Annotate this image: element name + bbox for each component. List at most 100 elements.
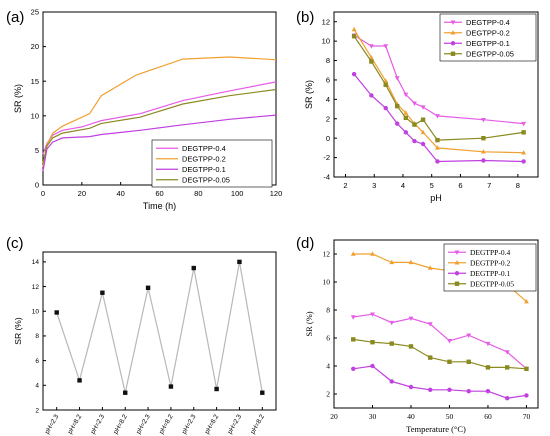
legend-label: DEGTPP-0.4 [182, 144, 226, 153]
y-tick-label: 12 [32, 284, 40, 291]
plot-frame [333, 11, 539, 178]
data-point [403, 115, 409, 120]
data-point [350, 251, 356, 256]
y-tick-label: 8 [326, 306, 330, 315]
y-tick-label: 4 [326, 362, 330, 371]
data-point [351, 34, 357, 39]
data-point [408, 259, 414, 265]
data-point [521, 130, 526, 135]
legend-label: DEGTPP-0.1 [470, 269, 510, 278]
x-tick-label: pH=8.2 [112, 413, 129, 435]
y-tick-label: -2 [323, 153, 330, 162]
data-point [435, 145, 440, 150]
x-tick-label: pH=8.2 [158, 413, 175, 435]
y-axis-label: SR (%) [13, 84, 23, 113]
y-axis-label: SR (%) [13, 317, 23, 345]
data-point [100, 290, 105, 295]
plot-frame [333, 239, 539, 409]
series-line [42, 114, 277, 172]
chart-d: 2 4 6 8 10 12 20 30 40 50 60 70 Temperature (°C) SR (… [304, 239, 539, 434]
data-point [395, 121, 400, 126]
chart-c: 2 4 6 8 10 12 14 pH=2.3 pH=8.2 pH=2.3 pH=8.2 pH=2.3… [13, 251, 277, 435]
data-point [351, 337, 356, 342]
x-tick-label: 0 [41, 189, 45, 198]
data-point [521, 150, 527, 155]
y-tick-label: 2 [326, 390, 330, 399]
legend-marker [454, 281, 460, 286]
data-point [412, 101, 417, 106]
data-point [408, 384, 414, 390]
data-point [383, 78, 389, 83]
series-line [353, 365, 527, 399]
series-line [42, 88, 277, 164]
legend-marker [450, 30, 456, 35]
legend-label: DEGTPP-0.1 [182, 165, 226, 174]
y-tick-label: 10 [322, 37, 330, 46]
legend-label: DEGTPP-0.05 [470, 279, 514, 288]
panel-label-d: (d) [296, 235, 314, 252]
y-tick-label: 12 [322, 17, 330, 26]
y-tick-label: 6 [326, 76, 330, 85]
data-point [427, 265, 433, 270]
data-point [466, 389, 471, 394]
data-point [389, 379, 394, 384]
data-point [370, 312, 375, 317]
data-point [368, 54, 374, 60]
x-tick-label: 70 [523, 412, 531, 421]
x-tick-label: 120 [270, 189, 283, 198]
legend-label: DEGTPP-0.2 [466, 28, 510, 37]
x-tick-label: 60 [484, 412, 492, 421]
x-tick-label: 40 [407, 412, 415, 421]
x-tick-label: 7 [487, 181, 491, 190]
y-tick-label: 8 [35, 333, 39, 340]
data-point [389, 259, 395, 265]
data-point [395, 103, 400, 109]
data-point [481, 135, 486, 141]
x-tick-label: 30 [369, 412, 377, 421]
series-line [353, 29, 524, 154]
data-point [466, 333, 472, 338]
data-point [427, 322, 433, 327]
series-line [353, 73, 524, 163]
data-point [351, 366, 356, 371]
legend-label: DEGTPP-0.2 [470, 258, 510, 267]
legend-marker [450, 41, 456, 46]
y-tick-label: 8 [326, 56, 330, 65]
data-point [408, 344, 414, 349]
data-point [214, 386, 219, 392]
data-point [524, 298, 529, 304]
data-point [521, 121, 527, 127]
y-tick-label: 2 [326, 114, 330, 123]
data-point [481, 158, 486, 163]
y-tick-label: 4 [326, 95, 330, 104]
x-tick-label: pH=2.3 [44, 413, 61, 435]
data-point [383, 44, 389, 49]
y-tick-label: 2 [35, 407, 39, 414]
series-line [42, 56, 277, 168]
data-point [123, 390, 128, 395]
x-tick-label: 60 [155, 189, 163, 198]
x-tick-label: 50 [446, 412, 454, 421]
plot-frame [42, 251, 277, 411]
x-tick-label: pH=2.3 [135, 413, 152, 435]
data-point [369, 59, 374, 64]
data-point [428, 355, 433, 360]
legend-marker [454, 260, 460, 265]
x-tick-label: 4 [401, 181, 405, 190]
data-point [168, 384, 174, 389]
y-axis-label: SR (%) [304, 311, 314, 336]
data-point [435, 114, 440, 119]
data-point [420, 141, 426, 147]
data-point [435, 159, 440, 164]
x-tick-label: 80 [194, 189, 202, 198]
data-point [505, 365, 510, 370]
legend-marker [450, 20, 456, 25]
y-tick-label: 6 [35, 358, 39, 365]
x-tick-label: 40 [116, 189, 124, 198]
legend-label: DEGTPP-0.4 [466, 18, 510, 27]
data-point [505, 396, 510, 401]
x-tick-label: pH=2.3 [227, 413, 244, 435]
data-point [368, 44, 374, 49]
data-point [351, 71, 357, 77]
panel-label-c: (c) [6, 235, 24, 252]
